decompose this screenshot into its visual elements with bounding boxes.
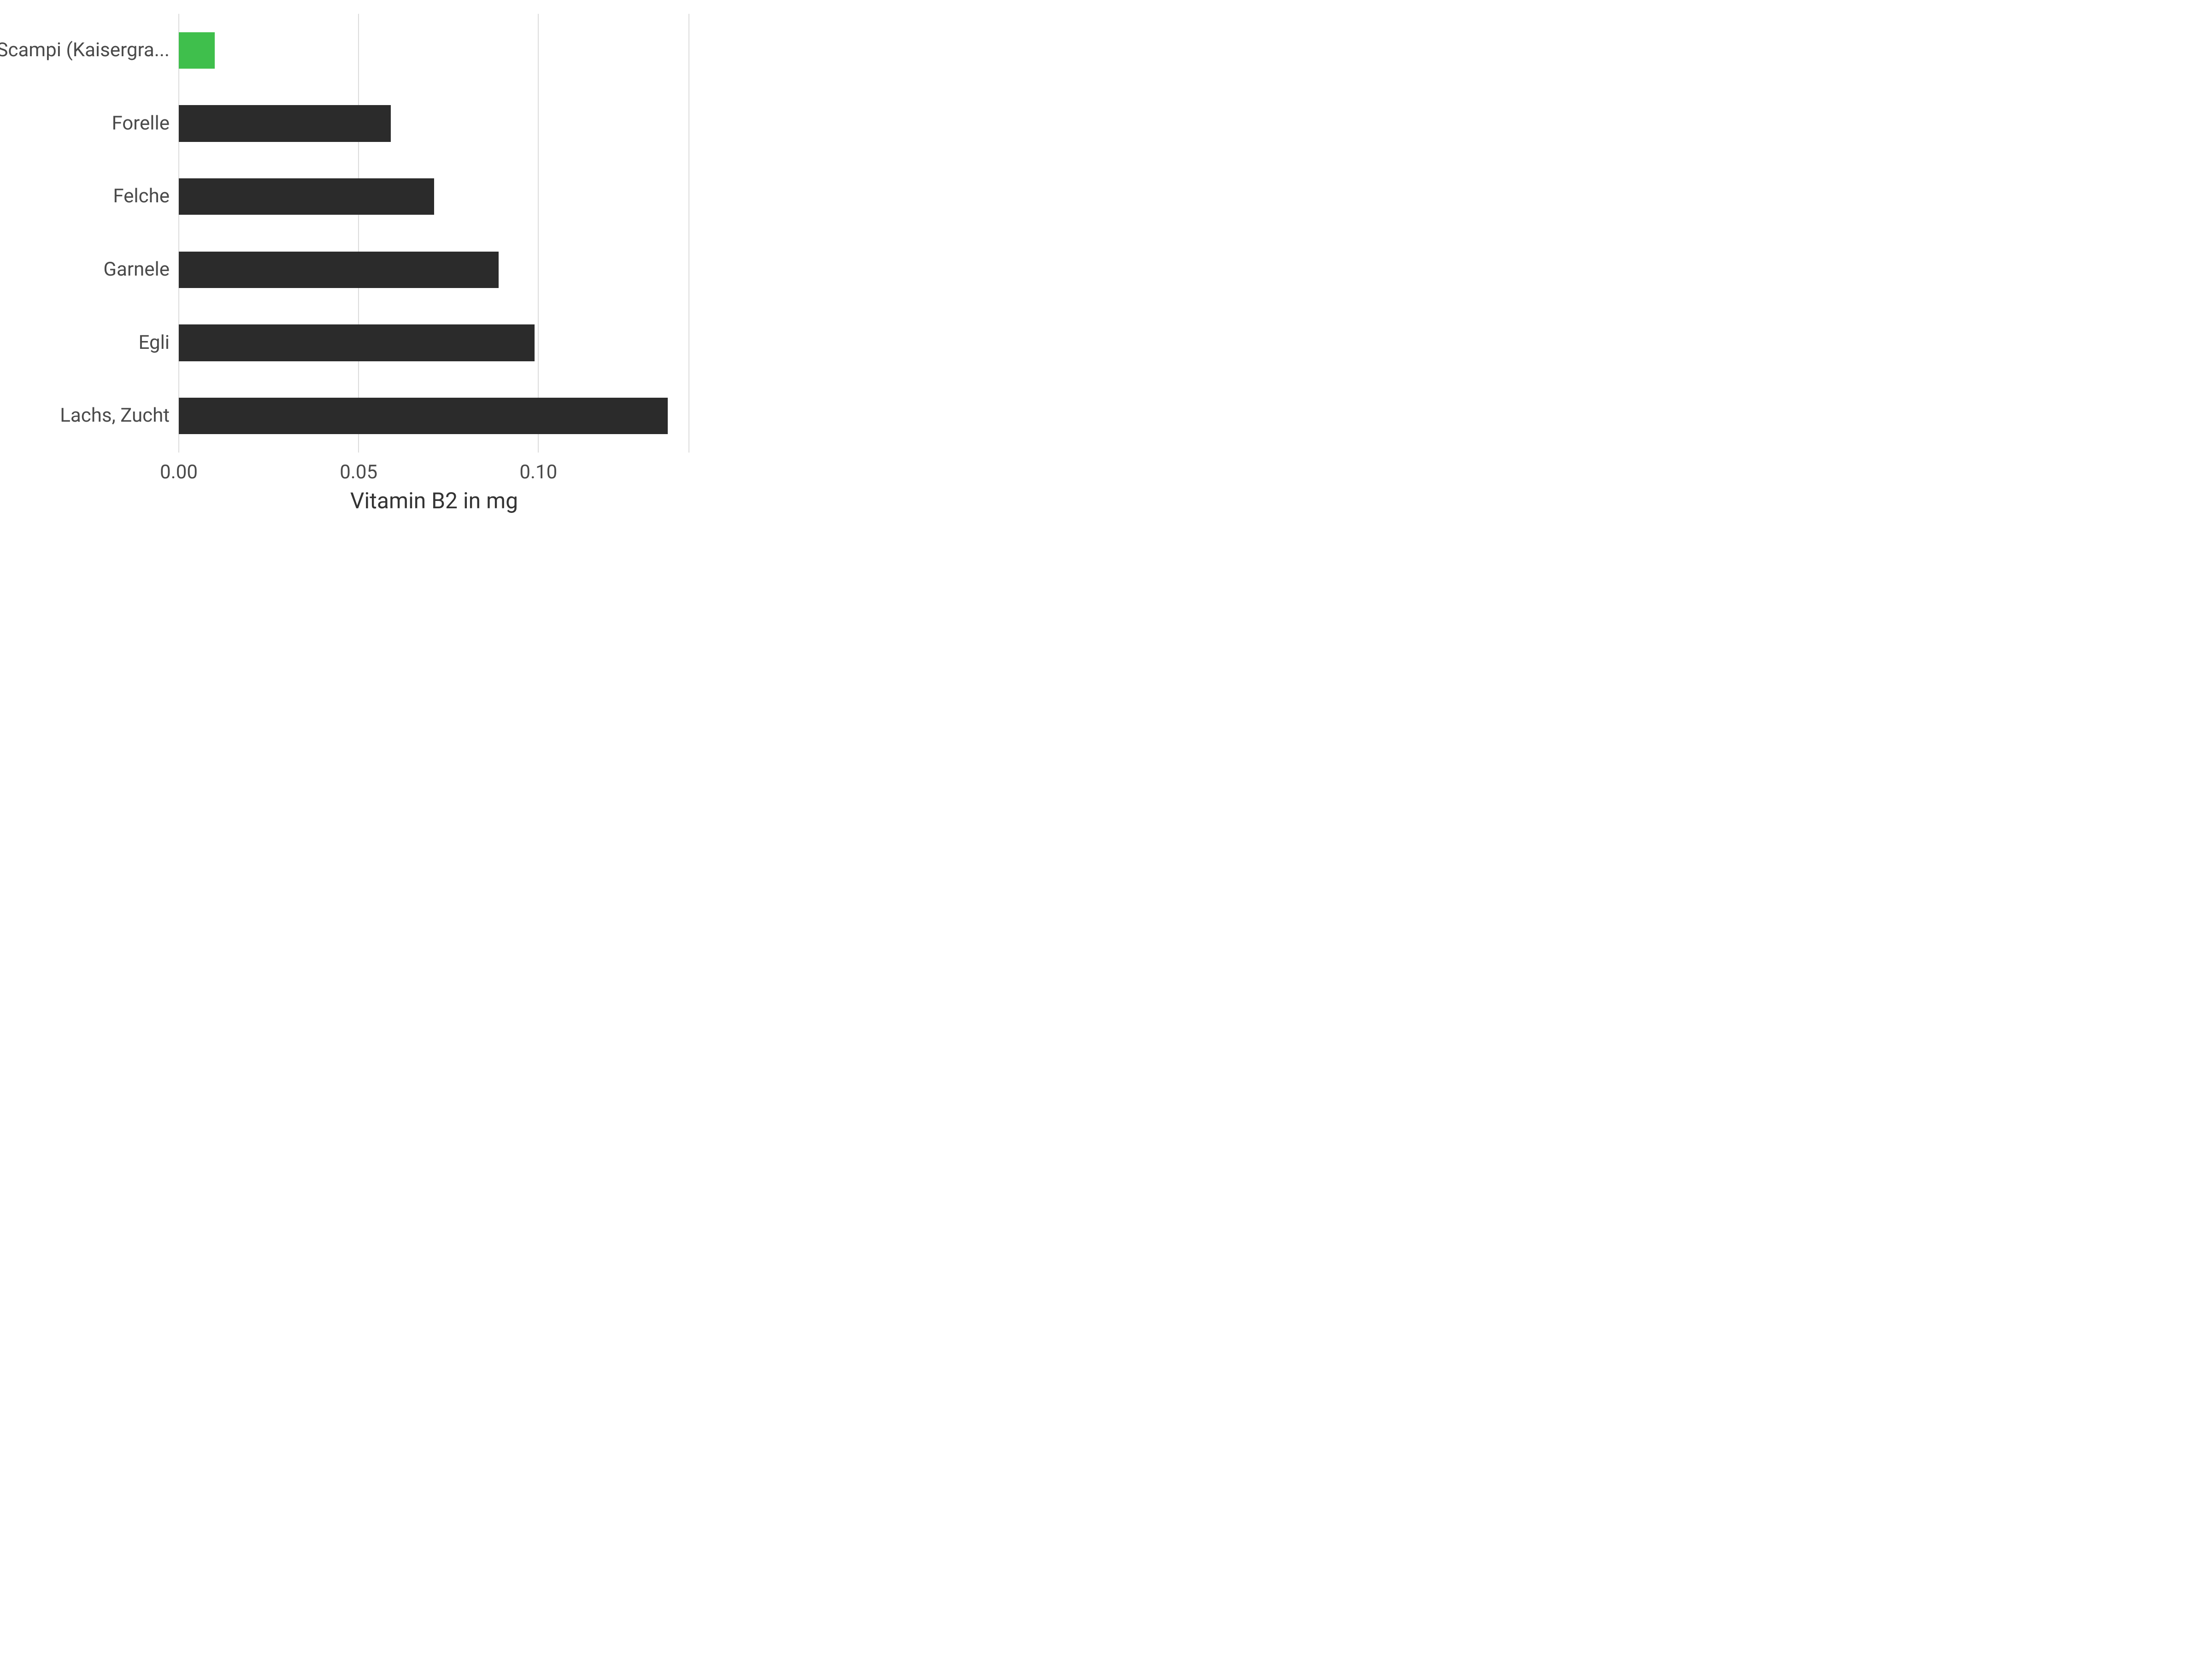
bar xyxy=(179,398,668,434)
bar xyxy=(179,178,434,215)
y-category-label: Forelle xyxy=(112,112,170,135)
y-category-label: Lachs, Zucht xyxy=(60,404,170,427)
y-category-label: Egli xyxy=(139,331,170,354)
x-axis-title: Vitamin B2 in mg xyxy=(179,488,689,514)
x-tick-label: 0.05 xyxy=(312,461,405,483)
bar-row xyxy=(179,32,689,69)
bar-row xyxy=(179,105,689,141)
gridline xyxy=(538,14,539,453)
x-tick-label: 0.00 xyxy=(133,461,225,483)
x-tick-label: 0.10 xyxy=(492,461,584,483)
y-category-label: Felche xyxy=(113,185,170,207)
bar-row xyxy=(179,178,689,215)
bar-row xyxy=(179,252,689,288)
bar xyxy=(179,105,391,141)
bar xyxy=(179,324,535,361)
gridline xyxy=(178,14,179,453)
gridline xyxy=(688,14,689,453)
chart-container: 0.00 0.05 0.10 Scampi (Kaisergra... Forelle F… xyxy=(0,0,708,531)
y-category-label: Garnele xyxy=(103,258,170,281)
bar-row xyxy=(179,398,689,434)
plot-area xyxy=(179,14,689,453)
gridline xyxy=(358,14,359,453)
bar xyxy=(179,32,215,69)
bar-row xyxy=(179,324,689,361)
bar xyxy=(179,252,499,288)
y-category-label: Scampi (Kaisergra... xyxy=(0,39,170,61)
